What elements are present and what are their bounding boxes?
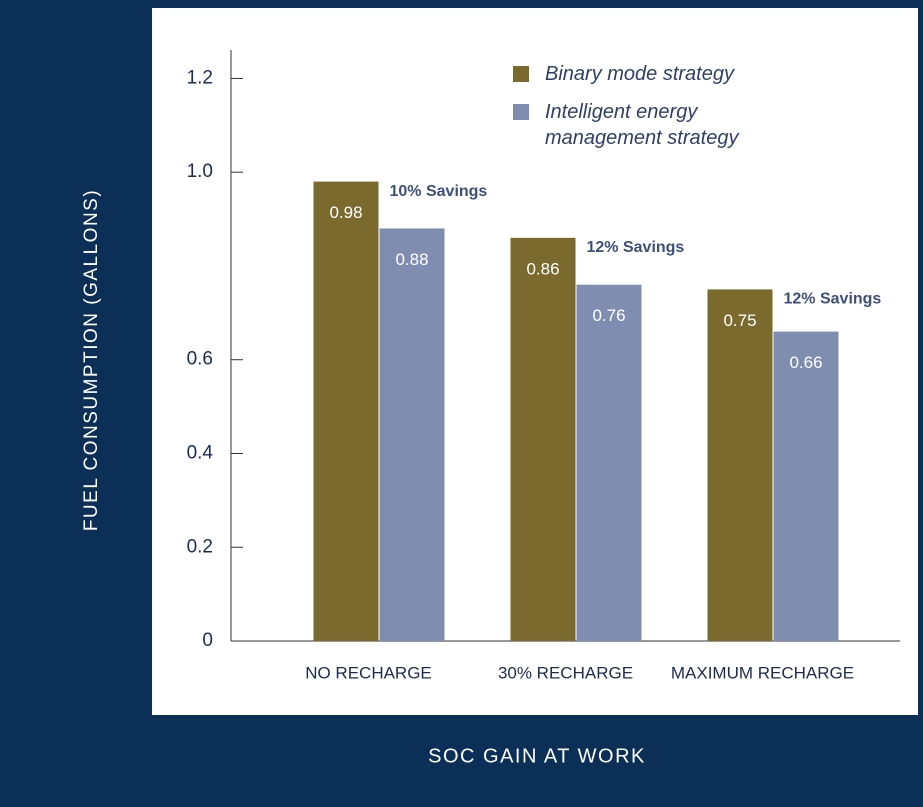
x-tick-label: MAXIMUM RECHARGE <box>671 663 854 682</box>
y-tick-label: 1.0 <box>187 161 213 182</box>
legend-entry: Binary mode strategy <box>545 63 734 85</box>
value-label: 0.88 <box>395 250 428 269</box>
bar <box>510 237 576 641</box>
bar <box>313 181 379 642</box>
legend-entry: Intelligent energy management strategy <box>545 101 739 149</box>
annotation: 12% Savings <box>587 239 685 256</box>
legend-swatch <box>513 104 529 120</box>
bar <box>379 228 445 641</box>
legend-label: Intelligent energy management strategy <box>545 101 739 149</box>
x-tick-label: 30% RECHARGE <box>498 663 633 682</box>
x-tick-label: NO RECHARGE <box>305 663 432 682</box>
annotation: 12% Savings <box>784 291 882 308</box>
y-tick-label: 1.2 <box>187 67 213 88</box>
legend-swatch <box>513 66 529 82</box>
bar <box>773 331 839 641</box>
bar <box>707 289 773 641</box>
value-label: 0.98 <box>329 203 362 222</box>
y-axis-label: FUEL CONSUMPTION (GALLONS) <box>81 189 102 531</box>
y-tick-label: 0.6 <box>187 349 213 370</box>
value-label: 0.66 <box>789 353 822 372</box>
legend-label: Binary mode strategy <box>545 63 734 85</box>
value-label: 0.86 <box>526 259 559 278</box>
y-tick-label: 0.4 <box>187 442 214 463</box>
y-tick-label: 0.2 <box>187 536 213 557</box>
x-axis-label: SOC GAIN AT WORK <box>428 745 646 767</box>
value-label: 0.75 <box>723 311 756 330</box>
value-label: 0.76 <box>592 306 625 325</box>
y-tick-label: 0 <box>202 630 213 651</box>
bar <box>576 284 642 641</box>
annotation: 10% Savings <box>390 183 488 200</box>
